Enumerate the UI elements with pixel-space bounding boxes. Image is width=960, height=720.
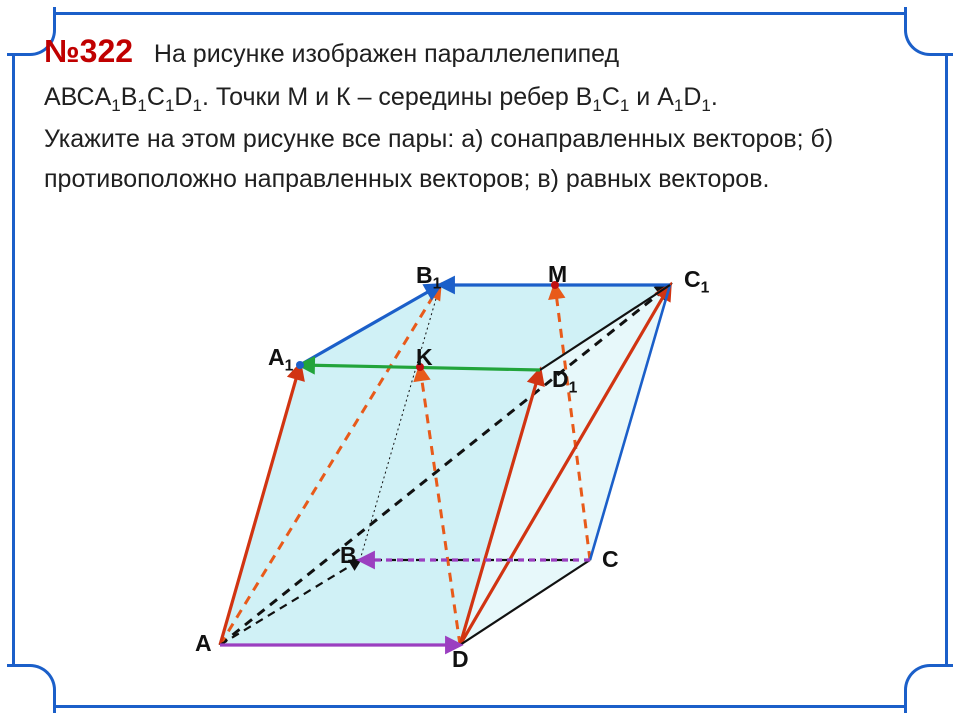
text-part-3: Укажите на этом рисунке все пары: а) сон… — [44, 125, 833, 193]
t2h: D — [683, 83, 701, 111]
problem-text: №322 На рисунке изображен параллелепипед… — [44, 26, 916, 199]
label-K: K — [416, 344, 433, 371]
parallelepiped-diagram: A В С D A1 В1 С1 D1 M K — [110, 250, 850, 710]
label-C1: С1 — [684, 266, 709, 298]
corner-br — [904, 664, 953, 713]
label-B: В — [340, 542, 357, 569]
t2d: D — [174, 83, 192, 111]
t2i: . — [711, 83, 718, 111]
label-C: С — [602, 546, 619, 573]
t2g: и А — [629, 83, 674, 111]
t2e: . Точки М и К – середины ребер В — [202, 83, 592, 111]
label-A: A — [195, 630, 212, 657]
t2a: АВСA — [44, 83, 111, 111]
s4: 1 — [192, 96, 201, 115]
diagram-svg — [110, 250, 850, 710]
label-D1: D1 — [552, 366, 577, 398]
problem-number: №322 — [44, 33, 133, 69]
label-M: M — [548, 261, 567, 288]
s8: 1 — [701, 96, 710, 115]
t2f: С — [602, 83, 620, 111]
s3: 1 — [165, 96, 174, 115]
slide-frame: №322 На рисунке изображен параллелепипед… — [0, 0, 960, 720]
t2c: С — [147, 83, 165, 111]
s1: 1 — [111, 96, 120, 115]
s5: 1 — [592, 96, 601, 115]
s6: 1 — [620, 96, 629, 115]
label-D: D — [452, 646, 469, 673]
text-part-1: На рисунке изображен параллелепипед — [154, 40, 619, 68]
dot-A1 — [296, 361, 304, 369]
label-B1: В1 — [416, 262, 441, 294]
t2b: В — [121, 83, 138, 111]
s2: 1 — [137, 96, 146, 115]
s7: 1 — [674, 96, 683, 115]
corner-bl — [7, 664, 56, 713]
label-A1: A1 — [268, 344, 293, 376]
